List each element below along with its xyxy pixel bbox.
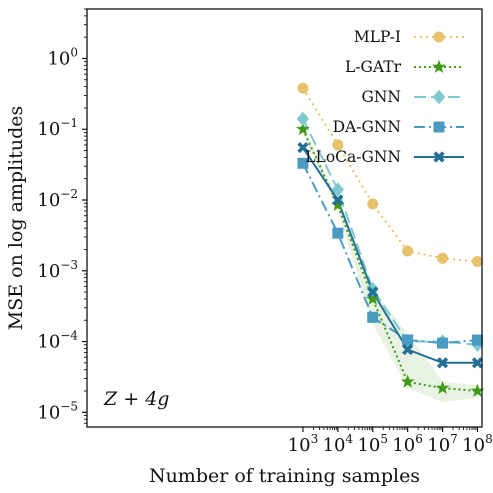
y-tick-label: 10−4 — [37, 329, 78, 353]
data-point-lloca-gnn — [367, 286, 379, 298]
x-tick-exponent: 4 — [345, 432, 353, 446]
y-tick-label: 10−1 — [37, 116, 78, 140]
x-tick-exponent: 6 — [415, 432, 423, 446]
y-tick-exponent: −4 — [60, 329, 78, 343]
legend: MLP-I L-GATr GNN DA-GNN LLoCa-GNN — [305, 28, 464, 166]
y-tick-exponent: 0 — [70, 45, 78, 59]
legend-item-l-gatr: L-GATr — [345, 58, 464, 76]
data-point-da-gnn — [297, 157, 309, 169]
series-line-gnn — [302, 118, 478, 346]
x-tick-base: 10 — [427, 435, 450, 456]
series-lines — [301, 87, 478, 392]
y-axis-label: MSE on log amplitudes — [5, 106, 27, 331]
data-point-mlp-i — [332, 139, 344, 151]
legend-swatch-marker — [432, 59, 446, 73]
x-tick-label: 106 — [392, 432, 423, 456]
x-tick-base: 10 — [357, 435, 380, 456]
data-point-mlp-i — [471, 256, 483, 268]
legend-item-da-gnn: DA-GNN — [333, 118, 464, 136]
legend-swatch-marker — [433, 151, 445, 163]
y-tick-base: 10 — [37, 261, 60, 282]
plot-frame — [86, 8, 483, 428]
x-tick-base: 10 — [392, 435, 415, 456]
data-point-gnn — [331, 182, 344, 197]
x-tick-label: 107 — [427, 432, 458, 456]
data-point-da-gnn — [367, 311, 379, 323]
series-line-da-gnn — [302, 162, 478, 345]
series-line-mlp-i — [302, 87, 478, 263]
x-tick-exponent: 7 — [450, 432, 458, 446]
y-tick-base: 10 — [37, 190, 60, 211]
x-tick-base: 10 — [462, 435, 485, 456]
legend-label: LLoCa-GNN — [305, 148, 401, 166]
series-markers — [296, 82, 485, 397]
x-tick-label: 108 — [462, 432, 493, 456]
y-tick-base: 10 — [37, 332, 60, 353]
legend-label: DA-GNN — [333, 118, 401, 136]
legend-label: MLP-I — [354, 28, 401, 46]
x-axis-label: Number of training samples — [149, 465, 420, 487]
legend-swatch-marker — [433, 31, 445, 43]
y-tick-label: 10−2 — [37, 187, 78, 211]
data-point-mlp-i — [297, 82, 309, 94]
x-tick-label: 104 — [323, 432, 354, 456]
y-tick-base: 10 — [47, 48, 70, 69]
x-tick-label: 103 — [288, 432, 319, 456]
data-point-da-gnn — [332, 227, 344, 239]
legend-item-gnn: GNN — [361, 88, 464, 106]
band-l-gatr — [302, 126, 478, 403]
legend-label: L-GATr — [345, 58, 402, 76]
x-axis-ticks: 103 104 105 106 107 108 — [288, 427, 493, 456]
x-tick-exponent: 3 — [311, 432, 319, 446]
data-point-l-gatr — [435, 380, 450, 394]
data-point-l-gatr — [365, 291, 380, 305]
data-point-lloca-gnn — [471, 357, 484, 369]
y-tick-exponent: −1 — [60, 116, 78, 130]
y-tick-exponent: −5 — [60, 399, 78, 413]
data-point-da-gnn — [471, 334, 483, 346]
x-tick-exponent: 8 — [485, 432, 493, 446]
data-point-l-gatr — [296, 121, 310, 136]
data-point-mlp-i — [402, 245, 414, 257]
data-point-mlp-i — [367, 198, 379, 210]
series-line-lloca-gnn — [302, 147, 478, 364]
data-point-da-gnn — [402, 334, 414, 346]
data-point-gnn — [296, 111, 310, 127]
y-tick-label: 10−5 — [37, 399, 78, 423]
x-tick-base: 10 — [323, 435, 346, 456]
data-point-l-gatr — [400, 374, 415, 388]
process-annotation: Z + 4g — [103, 388, 169, 410]
y-tick-label: 100 — [47, 45, 78, 69]
legend-swatch-marker — [433, 121, 445, 133]
x-tick-label: 105 — [357, 432, 388, 456]
legend-label: GNN — [361, 88, 401, 106]
legend-swatch-marker — [432, 89, 446, 105]
x-tick-base: 10 — [288, 435, 311, 456]
data-point-lloca-gnn — [436, 357, 449, 369]
legend-item-lloca-gnn: LLoCa-GNN — [305, 148, 464, 166]
legend-item-mlp-i: MLP-I — [354, 28, 464, 46]
data-point-da-gnn — [437, 337, 449, 349]
uncertainty-bands — [302, 126, 478, 403]
data-point-lloca-gnn — [332, 194, 344, 206]
y-tick-base: 10 — [37, 402, 60, 423]
data-point-lloca-gnn — [402, 343, 414, 356]
y-tick-base: 10 — [37, 119, 60, 140]
y-tick-exponent: −3 — [60, 258, 78, 272]
y-tick-exponent: −2 — [60, 187, 78, 201]
data-point-mlp-i — [437, 252, 449, 264]
data-point-lloca-gnn — [297, 142, 309, 154]
y-tick-label: 10−3 — [37, 258, 78, 282]
x-tick-exponent: 5 — [380, 432, 388, 446]
